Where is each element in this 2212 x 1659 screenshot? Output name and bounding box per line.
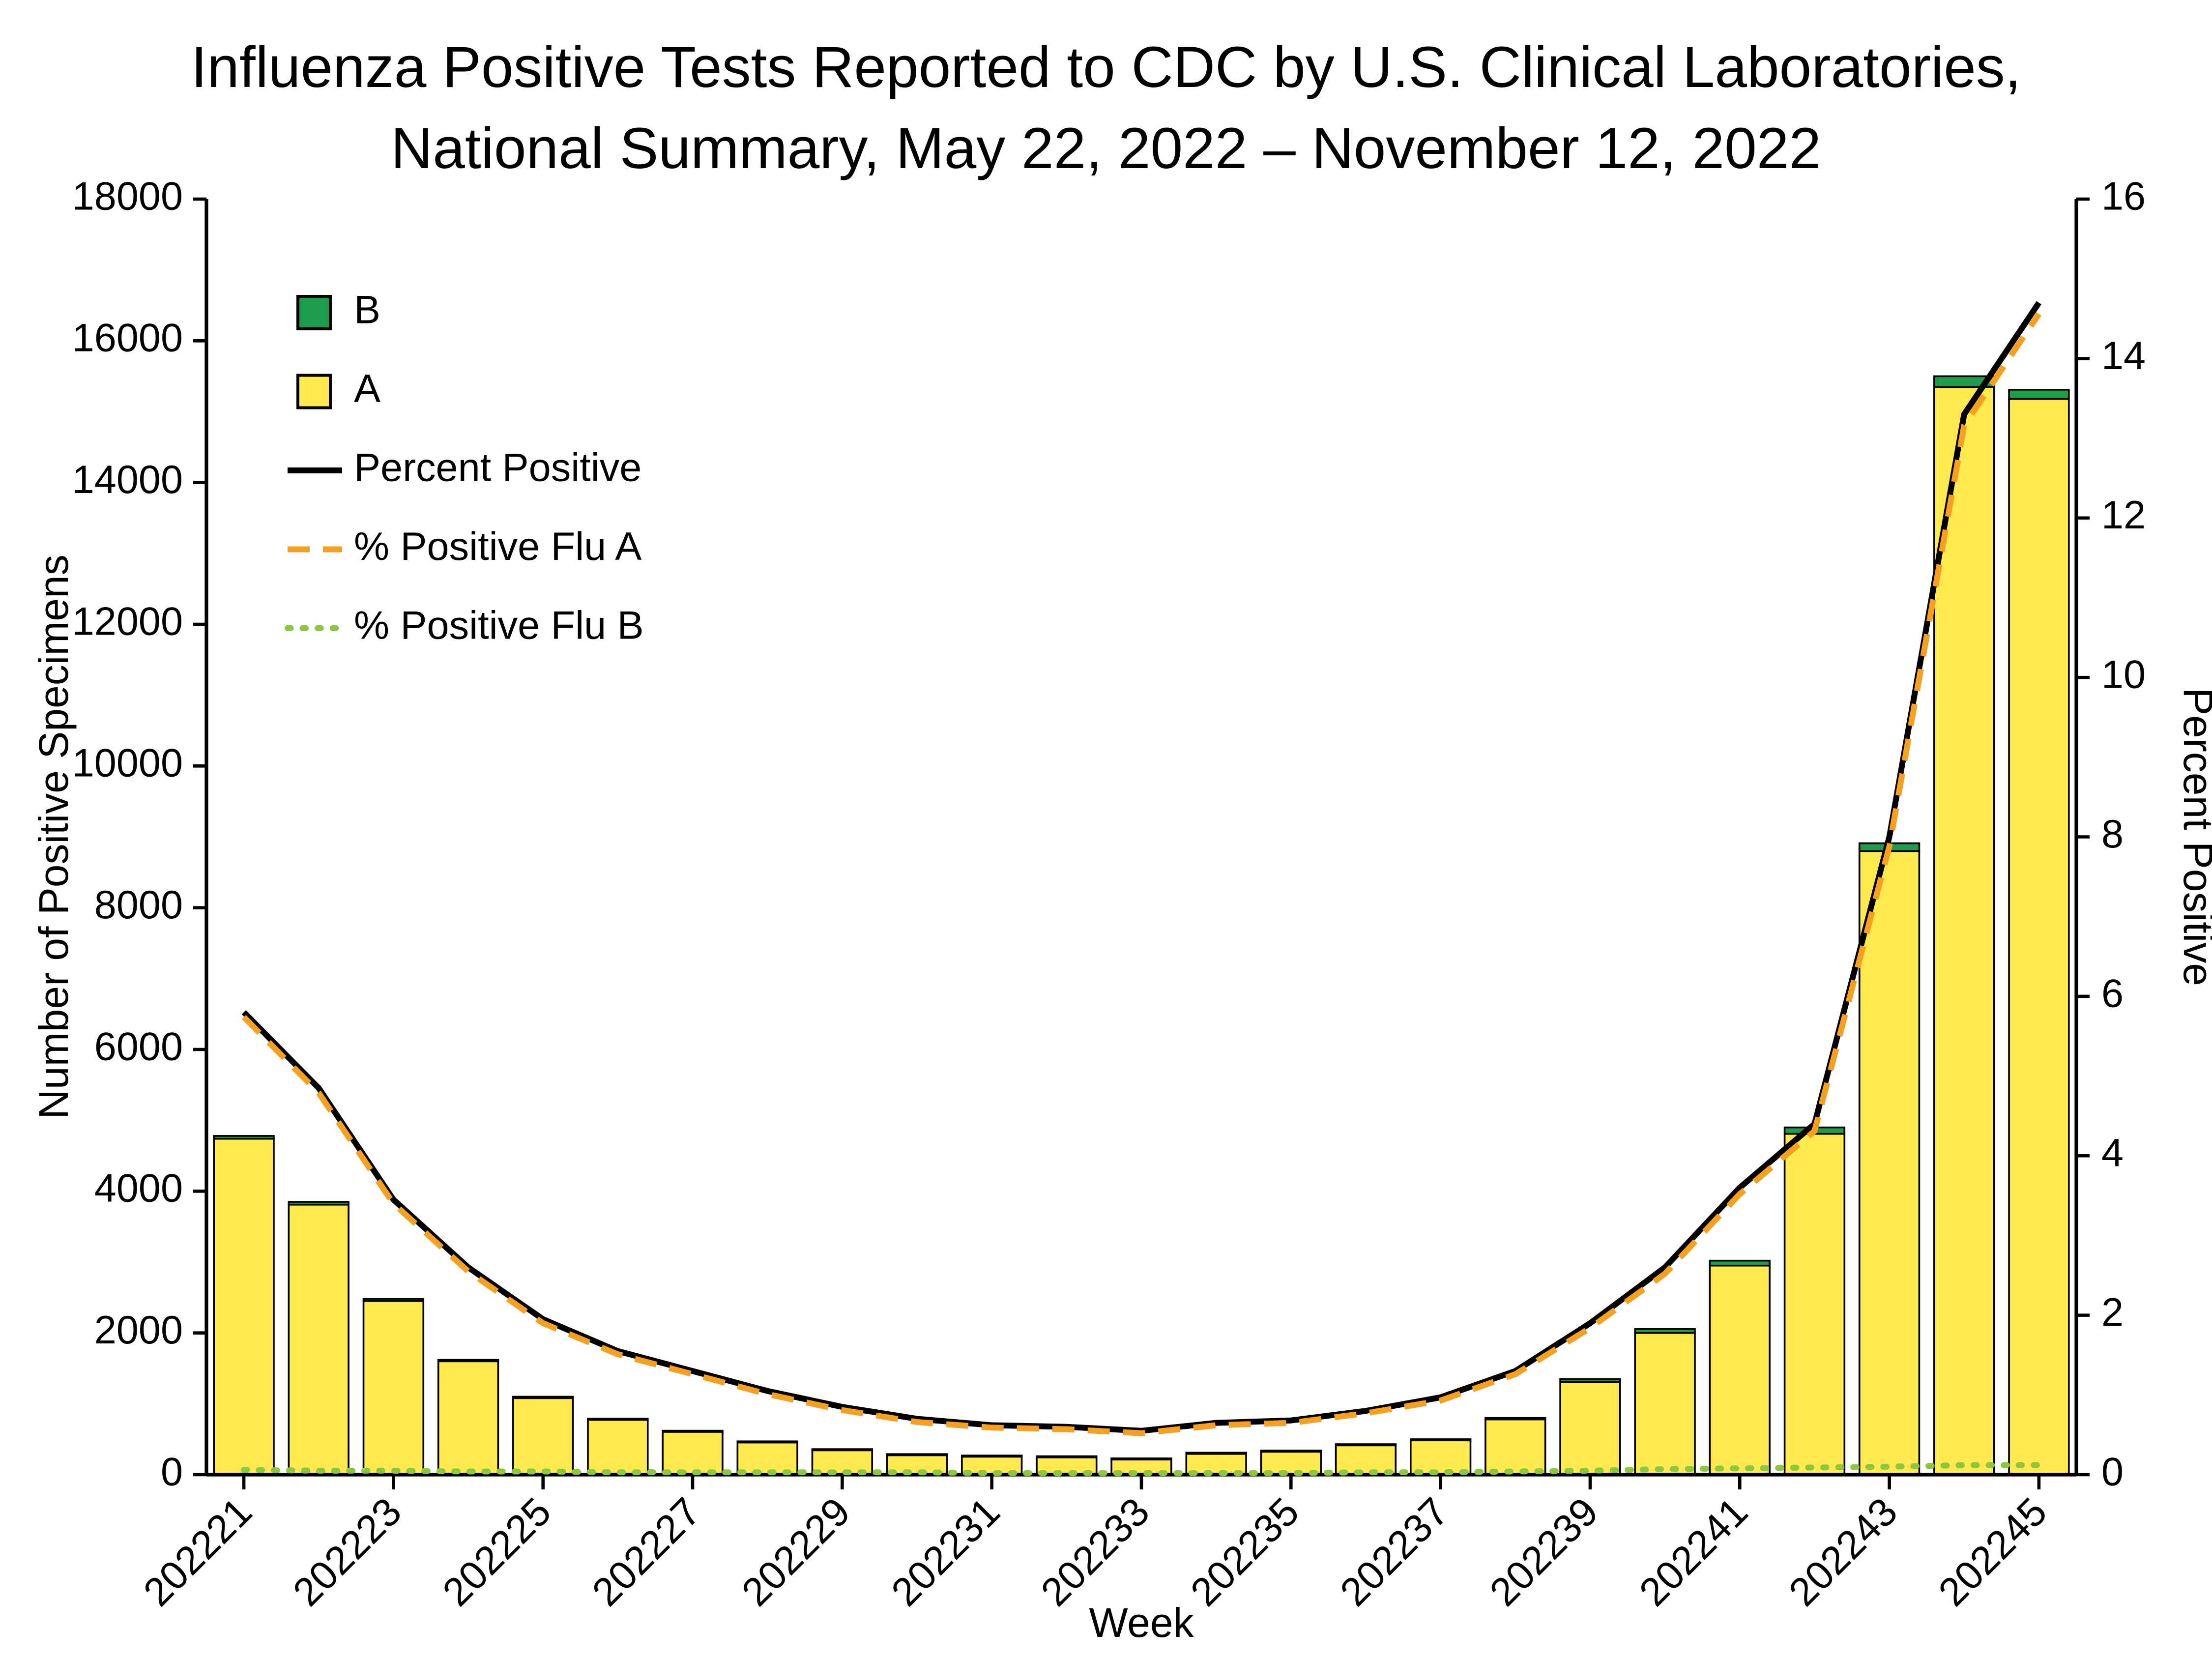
bar-a-segment <box>362 1300 425 1476</box>
bar-a-segment <box>1409 1439 1472 1476</box>
x-axis-tick-label: 202221 <box>135 1489 261 1615</box>
x-axis-tick-label: 202231 <box>883 1489 1009 1615</box>
legend-swatch-a <box>296 374 332 409</box>
right-axis-tick-label: 14 <box>2101 334 2146 378</box>
left-axis-tick-label: 18000 <box>72 174 183 218</box>
chart-title-line2: National Summary, May 22, 2022 – Novembe… <box>390 116 1821 181</box>
bar-a-segment <box>1559 1381 1621 1476</box>
left-axis-tick-label: 8000 <box>94 883 183 927</box>
x-axis-tick-label: 202229 <box>733 1489 859 1615</box>
chart-title-line1: Influenza Positive Tests Reported to CDC… <box>191 35 2021 100</box>
bar-a-segment <box>512 1397 574 1476</box>
right-axis-tick-label: 0 <box>2101 1450 2124 1494</box>
bar-b-segment <box>512 1396 574 1399</box>
bar-a-segment <box>288 1203 349 1476</box>
bar-b-segment <box>1559 1378 1621 1383</box>
bar-b-segment <box>437 1359 499 1363</box>
bar-a-segment <box>1933 386 1995 1476</box>
legend-label: % Positive Flu B <box>354 603 644 647</box>
bar-a-segment <box>1858 850 1921 1476</box>
bar-b-segment <box>1484 1417 1546 1421</box>
legend-label: B <box>354 288 380 332</box>
bar-b-segment <box>1185 1452 1247 1455</box>
bar-b-segment <box>1634 1328 1696 1334</box>
x-axis-tick-label: 202241 <box>1631 1489 1756 1615</box>
bar-b-segment <box>213 1135 275 1140</box>
legend-label: A <box>354 367 380 411</box>
right-axis-tick-label: 10 <box>2101 653 2146 697</box>
bar-b-segment <box>961 1455 1023 1458</box>
y-left-axis-title: Number of Positive Specimens <box>30 554 77 1119</box>
legend-label: Percent Positive <box>354 445 641 490</box>
left-axis-tick-label: 6000 <box>94 1024 183 1069</box>
bar-b-segment <box>1260 1450 1322 1453</box>
left-axis-tick-label: 4000 <box>94 1166 183 1211</box>
bar-a-segment <box>587 1419 649 1476</box>
legend: BA Percent Positive % Positive Flu A % Posi… <box>285 288 644 647</box>
right-axis-tick-label: 4 <box>2101 1131 2124 1175</box>
right-axis-tick-label: 2 <box>2101 1290 2124 1335</box>
legend-label: % Positive Flu A <box>354 524 641 569</box>
left-axis-tick-label: 0 <box>161 1450 183 1494</box>
bar-b-segment <box>2008 389 2070 400</box>
bar-a-segment <box>213 1137 275 1476</box>
x-axis-tick-label: 202225 <box>435 1489 560 1615</box>
bar-b-segment <box>886 1453 948 1456</box>
pct-flu-b-line <box>241 1462 2042 1476</box>
left-axis-tick-label: 10000 <box>72 741 183 786</box>
bar-b-segment <box>1036 1455 1098 1458</box>
bar-b-segment <box>362 1298 425 1302</box>
right-axis-tick-label: 8 <box>2101 812 2124 856</box>
left-axis-tick-label: 14000 <box>72 458 183 502</box>
bar-b-segment <box>1709 1259 1771 1267</box>
x-axis-tick-label: 202243 <box>1781 1489 1906 1615</box>
x-axis-tick-label: 202233 <box>1033 1489 1158 1615</box>
x-axis-tick-label: 202237 <box>1332 1489 1457 1615</box>
y-right-axis-title: Percent Positive <box>2175 688 2212 986</box>
x-axis-tick-label: 202245 <box>1930 1489 2056 1615</box>
bar-a-segment <box>437 1360 499 1476</box>
bar-a-segment <box>1634 1332 1696 1476</box>
x-axis-tick-label: 202235 <box>1182 1489 1308 1615</box>
bar-b-segment <box>1409 1438 1472 1442</box>
pct-flu-a-line <box>241 312 2041 1436</box>
right-axis-tick-label: 16 <box>2101 174 2146 218</box>
right-axis-tick-label: 6 <box>2101 971 2124 1016</box>
bar-b-segment <box>736 1440 798 1444</box>
chart-title: Influenza Positive Tests Reported to CDC… <box>0 27 2212 189</box>
left-axis-tick-label: 2000 <box>94 1308 183 1352</box>
x-axis-tick-label: 202227 <box>584 1489 709 1615</box>
left-axis-tick-label: 12000 <box>72 599 183 643</box>
legend-swatch-b <box>296 295 332 330</box>
bar-a-segment <box>1709 1264 1771 1476</box>
bar-b-segment <box>811 1448 873 1452</box>
bar-a-segment <box>1783 1133 1846 1476</box>
bar-a-segment <box>1484 1418 1546 1476</box>
bar-b-segment <box>288 1201 349 1206</box>
right-axis-tick-label: 12 <box>2101 493 2146 537</box>
bar-a-segment <box>2008 398 2070 1476</box>
bar-b-segment <box>1335 1443 1397 1447</box>
bar-a-segment <box>662 1430 724 1476</box>
bar-b-segment <box>587 1418 649 1421</box>
x-axis-tick-label: 202239 <box>1482 1489 1607 1615</box>
bar-b-segment <box>1110 1457 1172 1461</box>
x-axis-tick-label: 202223 <box>285 1489 410 1615</box>
left-axis-tick-label: 16000 <box>72 316 183 360</box>
bar-b-segment <box>662 1429 724 1433</box>
x-axis-title: Week <box>1089 1600 1194 1646</box>
